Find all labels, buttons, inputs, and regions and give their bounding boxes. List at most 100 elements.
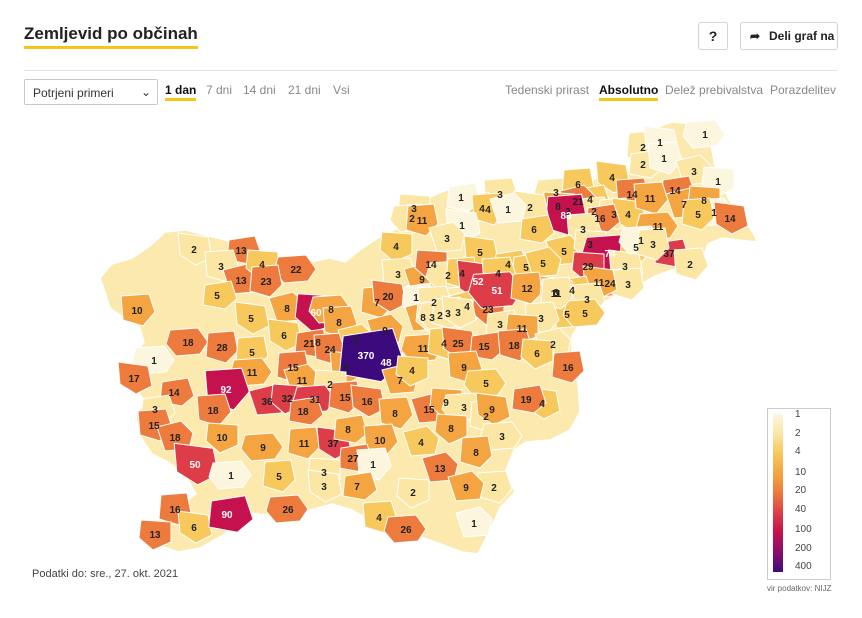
municipality-region[interactable]: [165, 327, 209, 357]
municipality-region[interactable]: [510, 271, 544, 305]
municipality-region[interactable]: [208, 495, 254, 533]
share-button-label: Deli graf na: [769, 29, 835, 43]
municipality-region[interactable]: [287, 426, 321, 460]
municipality-region[interactable]: [262, 459, 296, 493]
municipality-region[interactable]: [455, 506, 493, 538]
municipality-value-label: 11: [418, 344, 429, 355]
municipality-region[interactable]: [636, 227, 670, 261]
municipality-region[interactable]: [378, 396, 414, 430]
municipality-value-label: 6: [281, 331, 287, 342]
municipality-region[interactable]: [205, 422, 239, 454]
municipality-value-label: 4: [479, 204, 485, 215]
municipality-value-label: 3: [554, 289, 560, 300]
tab-period-vsi[interactable]: Vsi: [333, 83, 350, 97]
municipality-region[interactable]: [202, 280, 238, 310]
municipality-region[interactable]: [467, 271, 524, 309]
municipality-region[interactable]: [428, 221, 466, 253]
municipality-value-label: 4: [625, 210, 631, 221]
municipality-value-label: 10: [131, 306, 143, 317]
municipality-value-label: 16: [562, 363, 574, 374]
municipality-region[interactable]: [402, 425, 440, 457]
municipality-value-label: 16: [594, 214, 606, 225]
tab-view-delez-prebivalstva[interactable]: Delež prebivalstva: [665, 83, 764, 97]
municipality-value-label: 7: [681, 200, 687, 211]
municipality-region[interactable]: [196, 393, 232, 427]
municipality-region[interactable]: [120, 293, 156, 327]
municipality-region[interactable]: [117, 361, 153, 395]
municipality-region[interactable]: [240, 432, 284, 462]
municipality-region[interactable]: [383, 514, 427, 544]
municipality-value-label: 5: [564, 310, 570, 321]
metric-select[interactable]: Potrjeni primeri ⌄: [24, 79, 158, 105]
municipality-region[interactable]: [177, 232, 213, 266]
municipality-region[interactable]: [447, 470, 485, 502]
municipality-region[interactable]: [459, 435, 493, 469]
municipality-value-label: 3: [321, 468, 327, 479]
municipality-value-label: 6: [534, 349, 540, 360]
municipality-region[interactable]: [177, 510, 213, 544]
municipality-region[interactable]: [265, 494, 309, 524]
municipality-value-label: 370: [358, 351, 375, 362]
municipality-value-label: 7: [354, 482, 360, 493]
municipality-region[interactable]: [551, 350, 585, 384]
municipality-region[interactable]: [463, 368, 507, 398]
municipality-region[interactable]: [519, 214, 555, 244]
data-date: Podatki do: sre., 27. okt. 2021: [32, 568, 179, 580]
municipality-value-label: 13: [235, 246, 247, 257]
municipality-region[interactable]: [713, 201, 749, 235]
municipality-region[interactable]: [342, 471, 378, 501]
municipality-value-label: 21: [572, 197, 584, 208]
municipality-value-label: 16: [361, 397, 373, 408]
municipality-region[interactable]: [489, 192, 527, 224]
municipality-region[interactable]: [434, 413, 468, 445]
municipality-region[interactable]: [633, 181, 669, 215]
municipality-value-label: 2: [191, 245, 197, 256]
municipality-value-label: 14: [168, 388, 180, 399]
municipality-value-label: 2: [431, 298, 437, 309]
tab-view-porazdelitev[interactable]: Porazdelitev: [770, 83, 837, 97]
municipality-region[interactable]: [396, 477, 430, 509]
municipality-region[interactable]: [681, 197, 715, 231]
municipality-region[interactable]: [562, 298, 606, 328]
chevron-down-icon: ⌄: [140, 85, 151, 99]
municipality-region[interactable]: [138, 519, 172, 551]
municipality-region[interactable]: [350, 384, 386, 418]
tab-view-tedenski-prirast[interactable]: Tedenski prirast: [505, 83, 590, 97]
municipality-region[interactable]: [540, 276, 574, 310]
municipality-region[interactable]: [520, 338, 554, 370]
municipality-region[interactable]: [682, 119, 726, 149]
municipality-region[interactable]: [673, 247, 709, 281]
municipality-region[interactable]: [395, 355, 429, 387]
municipality-region[interactable]: [441, 295, 477, 329]
municipality-value-label: 48: [380, 358, 392, 369]
share-button[interactable]: ➦ Deli graf na: [740, 22, 838, 50]
municipality-region[interactable]: [205, 330, 239, 364]
municipality-value-label: 29: [582, 262, 594, 273]
municipality-region[interactable]: [234, 301, 270, 335]
municipality-region[interactable]: [421, 451, 459, 483]
tab-period-21-dni[interactable]: 21 dni: [288, 83, 321, 97]
municipality-value-label: 1: [471, 519, 477, 530]
municipality-region[interactable]: [208, 460, 252, 490]
tab-view-absolutno[interactable]: Absolutno: [599, 83, 659, 101]
municipality-region[interactable]: [333, 414, 369, 444]
tab-period-7-dni[interactable]: 7 dni: [206, 83, 233, 97]
tab-period-14-dni[interactable]: 14 dni: [243, 83, 276, 97]
municipality-region[interactable]: [173, 442, 219, 486]
municipality-value-label: 8: [336, 318, 342, 329]
municipality-region[interactable]: [288, 396, 324, 426]
municipality-region[interactable]: [647, 141, 683, 175]
tab-period-1-dan[interactable]: 1 dan: [165, 83, 197, 101]
municipality-region[interactable]: [475, 392, 511, 426]
municipality-region[interactable]: [249, 264, 283, 298]
municipality-region[interactable]: [267, 318, 303, 352]
municipality-region[interactable]: [356, 447, 392, 481]
municipality-region[interactable]: [156, 420, 194, 452]
municipality-region[interactable]: [511, 384, 547, 414]
municipality-value-label: 4: [609, 173, 615, 184]
municipality-region[interactable]: [307, 469, 343, 503]
help-button[interactable]: ?: [698, 22, 728, 50]
municipality-region[interactable]: [371, 279, 407, 313]
municipality-value-label: 3: [321, 482, 327, 493]
municipality-value-label: 10: [374, 436, 386, 447]
